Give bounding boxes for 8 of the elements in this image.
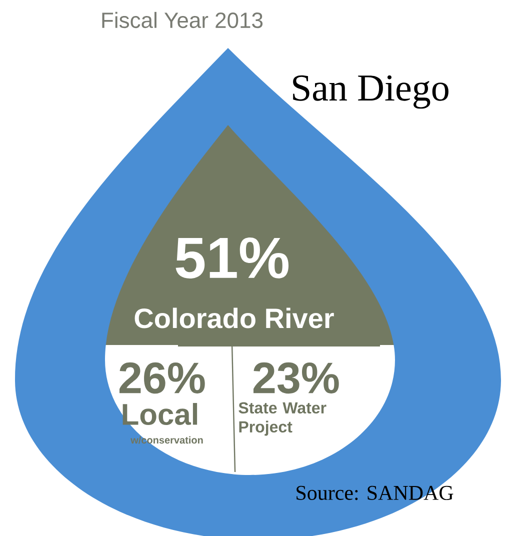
text: Fiscal Year 2013 <box>102 12 263 28</box>
data-label: 23% <box>253 362 339 394</box>
data-label: 26% <box>119 362 205 394</box>
text: San Diego <box>293 75 448 109</box>
data-label: 51% <box>176 238 288 278</box>
category-label: Colorado River <box>134 308 334 328</box>
category-label: State Water Project <box>238 402 326 436</box>
category-label: Local <box>122 402 198 426</box>
